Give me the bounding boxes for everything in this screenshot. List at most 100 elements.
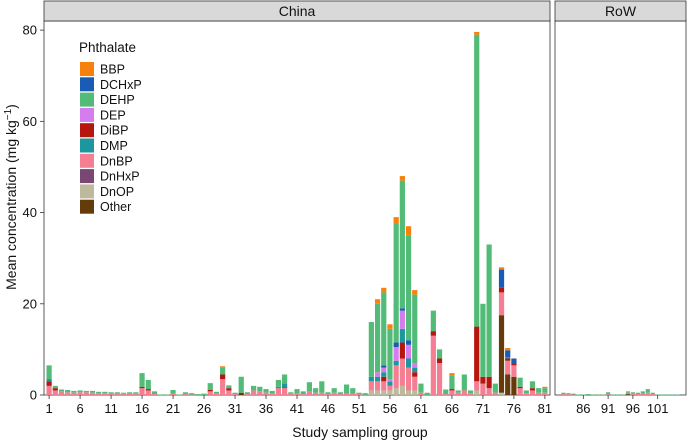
bar-segment-57-dnbp <box>393 365 399 389</box>
x-tick-label-71: 71 <box>476 401 490 416</box>
bar-segment-10-dnbp <box>102 393 108 395</box>
bar-segment-56-bbp <box>387 324 393 329</box>
bar-segment-84-dnbp <box>571 394 576 396</box>
bar-segment-3-dnbp <box>58 391 65 395</box>
bar-segment-65-dnbp <box>443 394 449 395</box>
bar-segment-4-dnbp <box>65 392 71 395</box>
panel-row <box>554 20 687 396</box>
bar-segment-11-dnbp <box>108 393 114 395</box>
bar-segment-69-dehp <box>467 390 474 394</box>
bar-segment-99-dehp <box>645 389 650 393</box>
bar-segment-57-bbp <box>393 217 399 224</box>
bar-segment-46-dehp <box>325 392 331 395</box>
bar-segment-31-dnbp <box>232 394 238 395</box>
facet-panels <box>43 20 687 396</box>
bar-segment-12-dnbp <box>114 393 120 395</box>
legend-label-dnop: DnOP <box>100 185 134 199</box>
bar-segment-64-dehp <box>436 349 443 359</box>
bar-segment-47-dnbp <box>331 392 337 395</box>
bar-segment-54-dehp <box>374 303 381 373</box>
bar-segment-53-dmp <box>368 376 374 382</box>
bar-segment-42-dnbp <box>300 394 306 395</box>
x-tick-label-91: 91 <box>601 401 615 416</box>
x-tick-label-76: 76 <box>507 401 521 416</box>
bar-segment-2-dibp <box>52 388 58 391</box>
bar-segment-74-dibp <box>498 287 505 293</box>
bar-segment-75-dnbp <box>505 360 511 375</box>
bar-segment-10-dehp <box>102 391 108 394</box>
bar-segment-36-dehp <box>263 389 269 393</box>
bar-segment-59-dmp <box>405 358 412 368</box>
bar-segment-94-dehp <box>620 394 626 396</box>
bar-segment-7-dehp <box>83 390 89 393</box>
bar-segment-75-dibp <box>505 358 511 361</box>
bar-segment-28-dnbp <box>213 393 220 395</box>
bar-segment-30-dibp <box>226 388 232 391</box>
legend-label-dmp: DMP <box>100 139 128 153</box>
bar-segment-58-dehp <box>399 180 405 309</box>
y-tick-label-20: 20 <box>23 296 37 311</box>
bar-segment-14-dehp <box>127 392 133 394</box>
bar-segment-61-dehp <box>418 383 424 393</box>
legend-label-dchxp: DCHxP <box>100 78 142 92</box>
bar-segment-77-dnbp <box>517 388 523 395</box>
bar-segment-105-dehp <box>675 394 680 396</box>
bar-segment-56-dep <box>387 379 393 382</box>
bar-segment-41-dehp <box>294 389 300 394</box>
bar-segment-73-dnbp <box>492 392 498 395</box>
bar-segment-55-dmp <box>381 372 387 377</box>
bar-segment-66-bbp <box>449 373 455 376</box>
bar-segment-68-dehp <box>461 374 467 391</box>
bar-segment-51-dnbp <box>356 394 362 395</box>
bar-segment-15-dehp <box>133 392 139 394</box>
bar-segment-57-dnop <box>393 388 399 395</box>
bar-segment-60-dnop <box>412 390 418 395</box>
bar-segment-13-dnbp <box>120 393 127 395</box>
bar-segment-70-dnop <box>474 390 480 395</box>
bar-segment-86-dehp <box>581 394 586 396</box>
bar-segment-70-dehp <box>474 34 480 327</box>
bar-segment-14-dnbp <box>127 393 133 395</box>
bar-segment-53-dehp <box>368 322 374 377</box>
bar-segment-75-bbp <box>505 348 511 351</box>
x-tick-label-61: 61 <box>414 401 428 416</box>
bar-segment-84-dehp <box>571 393 576 395</box>
bar-segment-74-other <box>498 315 505 393</box>
bar-segment-29-dibp <box>220 374 226 380</box>
bar-segment-31-dehp <box>232 392 238 395</box>
bar-segment-77-dehp <box>517 377 523 387</box>
bar-segment-8-dehp <box>89 390 96 393</box>
bar-segment-58-dchxp <box>399 308 405 311</box>
legend-label-other: Other <box>100 200 131 214</box>
bar-segment-41-dnbp <box>294 393 300 395</box>
legend-label-dehp: DEHP <box>100 93 135 107</box>
bar-segment-47-dehp <box>331 388 337 393</box>
bar-segment-45-dehp <box>319 381 325 393</box>
bar-segment-97-dehp <box>635 392 640 395</box>
bar-segment-60-bbp <box>412 290 418 295</box>
bar-segment-29-bbp <box>220 366 226 368</box>
bar-segment-16-dehp <box>139 373 145 387</box>
bar-segment-80-dnbp <box>536 392 542 395</box>
legend-label-bbp: BBP <box>100 63 125 77</box>
bar-segment-79-dibp <box>529 388 536 391</box>
bar-segment-76-other <box>511 376 517 395</box>
x-axis-title: Study sampling group <box>292 424 428 440</box>
bar-segment-18-dehp <box>151 391 158 395</box>
bar-segment-59-dep <box>405 344 412 359</box>
bar-segment-32-dehp <box>238 376 244 393</box>
bar-segment-75-dmp <box>505 357 511 359</box>
bar-segment-76-dchxp <box>511 358 517 364</box>
y-axis-title-close: ) <box>3 104 19 109</box>
bar-segment-16-dnbp <box>139 388 145 395</box>
legend-swatch-dmp <box>80 138 94 153</box>
bar-segment-68-dnbp <box>461 390 467 395</box>
x-tick-label-66: 66 <box>445 401 459 416</box>
bar-segment-22-dehp <box>176 394 182 396</box>
x-tick-label-51: 51 <box>352 401 366 416</box>
bar-segment-73-dehp <box>492 383 498 393</box>
bar-segment-2-dnbp <box>52 390 58 395</box>
bar-segment-62-dehp <box>424 392 430 395</box>
bar-segment-5-dehp <box>71 390 77 393</box>
x-tick-label-96: 96 <box>626 401 640 416</box>
